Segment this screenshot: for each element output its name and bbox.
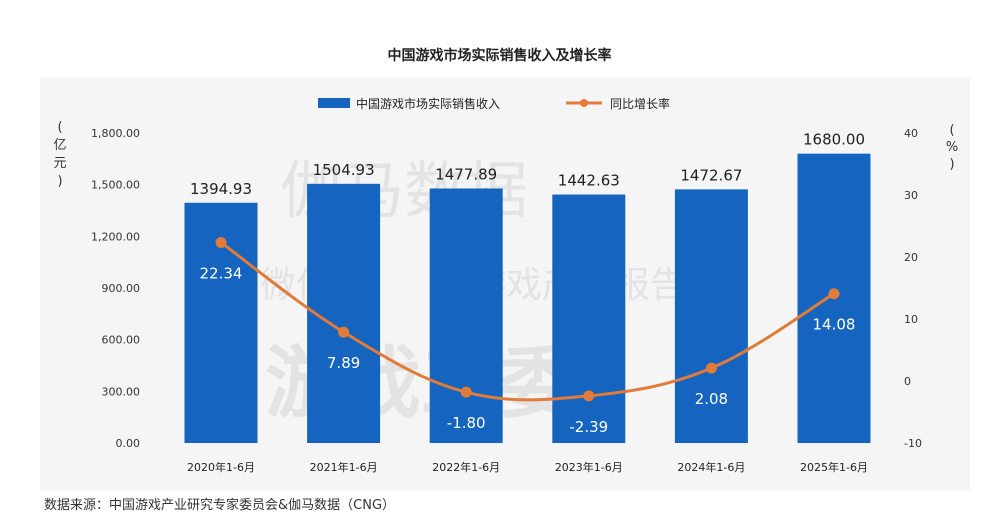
source-note: 数据来源：中国游戏产业研究专家委员会&伽马数据（CNG）	[44, 498, 396, 513]
legend-bar-swatch	[318, 98, 350, 108]
x-tick-label: 2022年1-6月	[432, 460, 500, 474]
revenue-bar	[552, 194, 626, 443]
revenue-bar	[429, 188, 503, 443]
legend: 中国游戏市场实际销售收入 同比增长率	[318, 96, 670, 111]
growth-point	[828, 288, 840, 300]
y-right-tick-label: 10	[904, 313, 918, 326]
legend-line-label: 同比增长率	[610, 96, 670, 111]
x-tick-label: 2024年1-6月	[677, 460, 745, 474]
growth-point	[460, 386, 472, 398]
y-left-unit-char: )	[57, 174, 62, 189]
bar-value-label: 1504.93	[313, 161, 375, 179]
y-left-ticks: 0.00 300.00 600.00 900.00 1,200.00 1,500.00 1,…	[91, 127, 140, 450]
y-left-unit-char: 元	[53, 156, 66, 171]
y-left-tick-label: 900.00	[102, 282, 141, 295]
y-left-unit: ( 亿 元 )	[53, 120, 66, 189]
revenue-bar	[674, 189, 748, 443]
y-left-unit-char: 亿	[53, 138, 66, 153]
y-right-unit: ( % )	[946, 123, 958, 172]
growth-point	[338, 326, 350, 338]
y-right-unit-char: %	[946, 140, 958, 155]
bar-value-label: 1680.00	[803, 131, 865, 149]
bar-value-label: 1477.89	[435, 165, 497, 183]
y-right-tick-label: -10	[904, 437, 922, 450]
revenue-bar	[307, 183, 381, 443]
growth-rate-label: 2.08	[695, 390, 728, 408]
bar-value-label: 1472.67	[680, 166, 742, 184]
legend-bar-label: 中国游戏市场实际销售收入	[356, 96, 500, 111]
y-right-unit-char: (	[949, 123, 954, 138]
x-tick-label: 2023年1-6月	[555, 460, 623, 474]
growth-rate-label: -2.39	[569, 418, 608, 436]
growth-rate-label: 7.89	[327, 354, 360, 372]
growth-rate-label: -1.80	[447, 414, 486, 432]
x-tick-label: 2025年1-6月	[800, 460, 868, 474]
growth-point	[215, 236, 227, 248]
x-tick-label: 2021年1-6月	[310, 460, 378, 474]
y-right-ticks: -10 0 10 20 30 40	[904, 127, 922, 450]
y-right-tick-label: 30	[904, 189, 918, 202]
y-left-tick-label: 1,500.00	[91, 179, 140, 192]
x-ticks: 2020年1-6月 2021年1-6月 2022年1-6月 2023年1-6月 2024…	[187, 460, 868, 474]
growth-line	[215, 236, 840, 402]
chart-title: 中国游戏市场实际销售收入及增长率	[387, 48, 612, 64]
y-left-unit-char: (	[57, 120, 62, 135]
y-left-tick-label: 0.00	[116, 437, 141, 450]
bars	[184, 153, 871, 443]
y-right-tick-label: 20	[904, 251, 918, 264]
y-left-tick-label: 300.00	[102, 385, 141, 398]
bar-value-label: 1394.93	[190, 180, 252, 198]
y-left-tick-label: 1,200.00	[91, 230, 140, 243]
y-right-tick-label: 0	[904, 375, 911, 388]
y-right-unit-char: )	[949, 157, 954, 172]
growth-point	[583, 390, 595, 402]
growth-rate-label: 14.08	[813, 316, 856, 334]
legend-line-marker	[580, 99, 588, 107]
growth-point	[705, 362, 717, 374]
bar-labels: 1394.93 1504.93 1477.89 1442.63 1472.67 1680.…	[190, 131, 865, 198]
y-right-tick-label: 40	[904, 127, 918, 140]
growth-rate-label: 22.34	[200, 264, 243, 282]
bar-value-label: 1442.63	[558, 172, 620, 190]
x-tick-label: 2020年1-6月	[187, 460, 255, 474]
y-left-tick-label: 600.00	[102, 334, 141, 347]
growth-line-path	[220, 241, 835, 402]
rate-labels: 22.34 7.89 -1.80 -2.39 2.08 14.08	[200, 264, 856, 435]
y-left-tick-label: 1,800.00	[91, 127, 140, 140]
